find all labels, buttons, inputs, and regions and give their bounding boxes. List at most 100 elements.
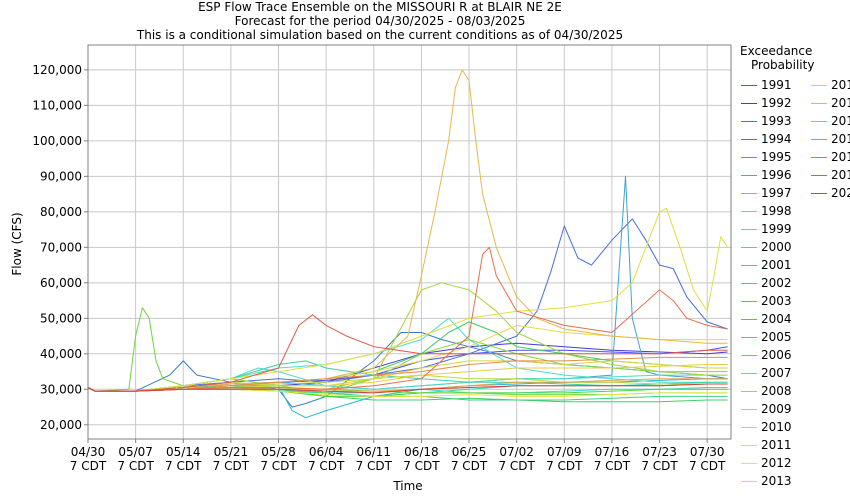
grid-lines	[87, 45, 731, 439]
legend-item-1994: 1994	[737, 130, 807, 148]
legend-label: 2016	[831, 114, 850, 128]
series-line-2011	[87, 207, 729, 392]
legend-label: 1999	[761, 222, 792, 236]
legend-label: 2005	[761, 330, 792, 344]
legend-swatch	[741, 300, 757, 302]
legend-swatch	[741, 246, 757, 248]
chart-title-block: ESP Flow Trace Ensemble on the MISSOURI …	[0, 0, 760, 42]
chart-subtitle-period: Forecast for the period 04/30/2025 - 08/…	[234, 14, 526, 28]
legend-item-2007: 2007	[737, 364, 807, 382]
legend-item-2018: 2018	[807, 148, 850, 166]
legend-label: 1994	[761, 132, 792, 146]
y-axis-label: Flow (CFS)	[10, 212, 24, 275]
legend-swatch	[811, 174, 827, 176]
legend-label: 2006	[761, 348, 792, 362]
legend-label: 1995	[761, 150, 792, 164]
legend-swatch	[741, 408, 757, 410]
y-tick-label: 90,000	[40, 169, 82, 183]
y-tick-label: 110,000	[32, 98, 82, 112]
legend-title-line2: Probability	[751, 58, 815, 72]
legend-item-2000: 2000	[737, 238, 807, 256]
series-line-2015	[87, 69, 728, 392]
legend-label: 1993	[761, 114, 792, 128]
legend-label: 1992	[761, 96, 792, 110]
legend-label: 2003	[761, 294, 792, 308]
y-tick-label: 70,000	[40, 240, 82, 254]
legend-swatch	[741, 156, 757, 158]
legend-item-2005: 2005	[737, 328, 807, 346]
legend-item-2017: 2017	[807, 130, 850, 148]
legend-swatch	[811, 192, 827, 194]
y-axis-ticks: 20,000 30,000 40,000 50,000 60,000 70,000 80,0…	[32, 63, 88, 432]
legend-label: 2018	[831, 150, 850, 164]
x-tick-date-label: 06/11	[356, 445, 391, 459]
legend-swatch	[741, 120, 757, 122]
x-tick-date-label: 07/23	[642, 445, 677, 459]
y-tick-label: 30,000	[40, 382, 82, 396]
legend-label: 2013	[761, 474, 792, 488]
x-tick-date-label: 05/28	[261, 445, 296, 459]
chart-title: ESP Flow Trace Ensemble on the MISSOURI …	[198, 0, 562, 14]
legend-label: 1997	[761, 186, 792, 200]
y-tick-label: 60,000	[40, 276, 82, 290]
x-tick-date-label: 06/18	[404, 445, 439, 459]
legend-swatch	[741, 354, 757, 356]
legend-swatch	[741, 174, 757, 176]
y-tick-label: 80,000	[40, 205, 82, 219]
legend-item-2006: 2006	[737, 346, 807, 364]
y-tick-label: 20,000	[40, 418, 82, 432]
legend-item-2016: 2016	[807, 112, 850, 130]
legend-item-2014: 2014	[807, 76, 850, 94]
legend-item-1998: 1998	[737, 202, 807, 220]
legend-swatch	[741, 264, 757, 266]
legend-item-2015: 2015	[807, 94, 850, 112]
x-tick-time-label: 7 CDT	[70, 459, 107, 473]
x-tick-date-label: 05/21	[214, 445, 249, 459]
legend-label: 2012	[761, 456, 792, 470]
legend-swatch	[811, 120, 827, 122]
x-tick-date-label: 06/25	[452, 445, 487, 459]
x-axis-label: Time	[392, 479, 422, 493]
legend-item-2011: 2011	[737, 436, 807, 454]
legend-item-1991: 1991	[737, 76, 807, 94]
legend-item-2019: 2019	[807, 166, 850, 184]
legend-swatch	[811, 84, 827, 86]
legend-swatch	[741, 318, 757, 320]
legend-swatch	[741, 102, 757, 104]
x-tick-time-label: 7 CDT	[546, 459, 583, 473]
legend-item-1993: 1993	[737, 112, 807, 130]
legend-swatch	[741, 390, 757, 392]
x-tick-time-label: 7 CDT	[260, 459, 297, 473]
legend-item-2003: 2003	[737, 292, 807, 310]
x-tick-time-label: 7 CDT	[594, 459, 631, 473]
x-tick-time-label: 7 CDT	[498, 459, 535, 473]
chart-subtitle-conditions: This is a conditional simulation based o…	[136, 28, 624, 42]
legend: Exceedance Probability 1991 1992 1993 1994 1…	[737, 44, 850, 490]
legend-item-1999: 1999	[737, 220, 807, 238]
legend-label: 2008	[761, 384, 792, 398]
legend-label: 2010	[761, 420, 792, 434]
legend-title-line1: Exceedance	[740, 44, 813, 58]
y-tick-label: 100,000	[32, 134, 82, 148]
x-tick-time-label: 7 CDT	[403, 459, 440, 473]
legend-item-1996: 1996	[737, 166, 807, 184]
x-tick-date-label: 07/30	[690, 445, 725, 459]
legend-item-1997: 1997	[737, 184, 807, 202]
legend-item-1992: 1992	[737, 94, 807, 112]
legend-swatch	[811, 156, 827, 158]
legend-swatch	[741, 192, 757, 194]
legend-label: 2000	[761, 240, 792, 254]
series-line-2019	[87, 314, 728, 392]
legend-item-2012: 2012	[737, 454, 807, 472]
legend-label: 2007	[761, 366, 792, 380]
legend-swatch	[741, 336, 757, 338]
x-tick-time-label: 7 CDT	[641, 459, 678, 473]
legend-label: 2009	[761, 402, 792, 416]
x-tick-date-label: 05/07	[118, 445, 153, 459]
legend-label: 2017	[831, 132, 850, 146]
x-tick-time-label: 7 CDT	[308, 459, 345, 473]
x-tick-time-label: 7 CDT	[213, 459, 250, 473]
